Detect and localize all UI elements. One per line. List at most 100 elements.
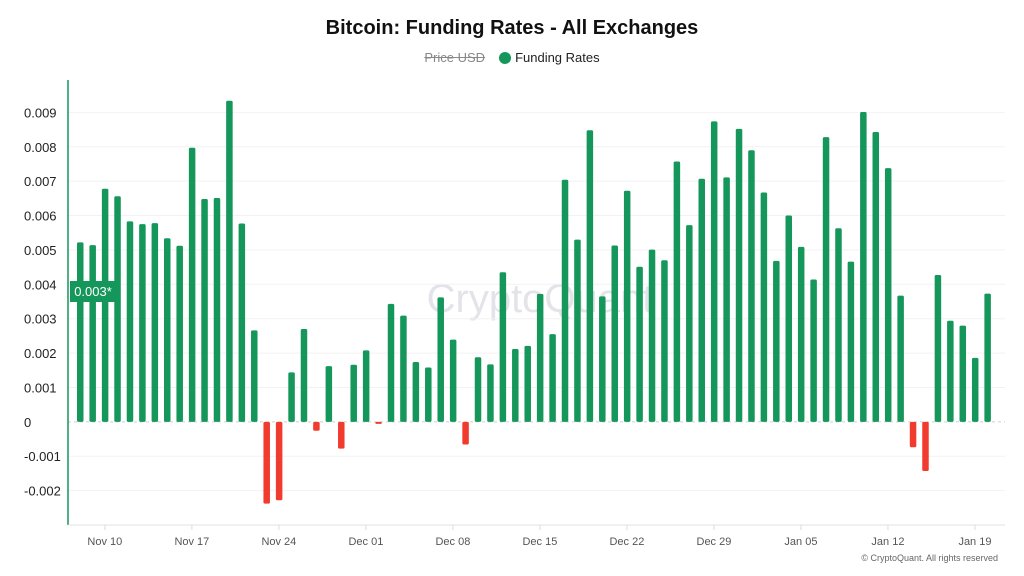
- y-tick-label: -0.001: [24, 449, 61, 464]
- y-tick-label: 0.009: [24, 105, 57, 120]
- bar-jan-13: [897, 295, 904, 422]
- bar-dec-15: [536, 293, 544, 422]
- x-tick-label: Nov 17: [174, 536, 209, 548]
- bar-dec-10: [474, 357, 482, 422]
- y-tick-label: 0.008: [24, 140, 57, 155]
- bar-nov-10: [101, 188, 109, 422]
- bar-dec-17: [561, 179, 569, 422]
- bar-nov-09: [89, 245, 96, 422]
- bar-nov-27: [313, 421, 320, 431]
- bar-jan-10: [860, 112, 867, 422]
- bar-dec-08: [449, 339, 457, 422]
- bar-dec-28: [698, 178, 705, 422]
- bar-nov-19: [213, 198, 221, 422]
- x-tick-label: Dec 29: [697, 536, 732, 548]
- legend-item-funding[interactable]: Funding Rates: [499, 50, 600, 65]
- bar-jan-04: [785, 215, 793, 422]
- bar-nov-21: [238, 223, 246, 422]
- x-tick-label: Dec 08: [435, 536, 470, 548]
- bar-jan-12: [884, 168, 892, 422]
- y-tick-label: 0.002: [24, 346, 57, 361]
- bar-nov-24: [275, 421, 283, 501]
- bar-nov-30: [350, 364, 357, 422]
- bar-dec-09: [462, 421, 469, 445]
- bar-nov-15: [164, 238, 171, 422]
- x-tick-label: Nov 10: [87, 536, 122, 548]
- bar-dec-26: [673, 161, 681, 422]
- bar-jan-06: [810, 279, 817, 422]
- bar-jan-17: [947, 320, 954, 422]
- bar-jan-09: [847, 261, 855, 422]
- bar-nov-25: [288, 372, 295, 422]
- bar-dec-13: [512, 348, 519, 422]
- bar-dec-24: [648, 249, 656, 422]
- y-tick-label: 0.007: [24, 174, 57, 189]
- bar-nov-22: [251, 330, 258, 422]
- legend-price-label: Price USD: [424, 50, 486, 65]
- bar-jan-08: [835, 228, 842, 422]
- bar-jan-05: [797, 246, 805, 422]
- bar-dec-04: [400, 315, 407, 422]
- x-tick-label: Jan 12: [871, 536, 904, 548]
- bar-dec-06: [425, 367, 432, 422]
- y-tick-label: 0.004: [24, 277, 57, 292]
- bar-dec-11: [487, 364, 494, 422]
- bar-dec-31: [735, 128, 743, 422]
- y-tick-label: 0.003: [24, 312, 57, 327]
- bar-nov-26: [300, 329, 308, 422]
- bar-nov-20: [226, 100, 233, 422]
- bar-jan-20: [984, 293, 991, 422]
- bar-nov-12: [126, 221, 134, 422]
- bar-dec-02: [375, 421, 382, 424]
- legend-item-price[interactable]: Price USD: [424, 50, 485, 65]
- bar-dec-16: [549, 334, 556, 422]
- bar-nov-23: [263, 421, 270, 504]
- bar-jan-19: [971, 357, 979, 422]
- legend-dot-icon: [499, 52, 512, 64]
- bar-dec-01: [362, 350, 370, 422]
- bar-dec-19: [586, 130, 594, 422]
- bar-nov-11: [114, 196, 121, 422]
- bar-dec-14: [524, 345, 531, 422]
- bar-nov-17: [188, 147, 196, 422]
- bar-nov-13: [139, 224, 146, 422]
- y-tick-label: 0: [24, 415, 31, 430]
- bar-dec-23: [636, 266, 643, 422]
- y-tick-label: 0.006: [24, 209, 57, 224]
- bar-dec-18: [574, 239, 581, 422]
- bar-dec-12: [499, 272, 507, 422]
- x-tick-label: Nov 24: [261, 536, 296, 548]
- x-tick-label: Dec 15: [522, 536, 557, 548]
- bar-nov-29: [338, 421, 345, 449]
- bar-dec-22: [623, 190, 631, 422]
- bar-dec-07: [437, 297, 444, 422]
- bar-jan-01: [748, 150, 755, 422]
- bar-jan-07: [822, 137, 830, 422]
- bar-jan-15: [922, 421, 929, 472]
- legend: Price USD Funding Rates: [0, 50, 1024, 65]
- bar-dec-25: [661, 260, 668, 422]
- bar-dec-21: [611, 245, 618, 422]
- x-tick-label: Jan 19: [958, 536, 991, 548]
- x-tick-label: Dec 01: [348, 536, 383, 548]
- chart-title: Bitcoin: Funding Rates - All Exchanges: [325, 17, 699, 39]
- bar-jan-18: [959, 325, 967, 422]
- bar-nov-08: [77, 242, 84, 422]
- bar-dec-03: [387, 303, 395, 422]
- bar-dec-29: [710, 121, 718, 422]
- bar-jan-14: [909, 421, 917, 448]
- copyright: © CryptoQuant. All rights reserved: [861, 553, 998, 563]
- bar-jan-03: [773, 260, 780, 422]
- bar-nov-28: [325, 366, 333, 422]
- legend-funding-label: Funding Rates: [515, 50, 600, 65]
- bar-nov-18: [201, 199, 208, 422]
- bar-nov-14: [151, 223, 159, 422]
- y-tick-label: 0.005: [24, 243, 57, 258]
- y-tick-label: 0.001: [24, 380, 57, 395]
- bar-dec-30: [723, 177, 730, 422]
- current-value-badge: 0.003*: [70, 281, 116, 302]
- bar-jan-02: [760, 192, 768, 422]
- y-tick-label: -0.002: [24, 484, 61, 499]
- x-tick-label: Jan 05: [784, 536, 817, 548]
